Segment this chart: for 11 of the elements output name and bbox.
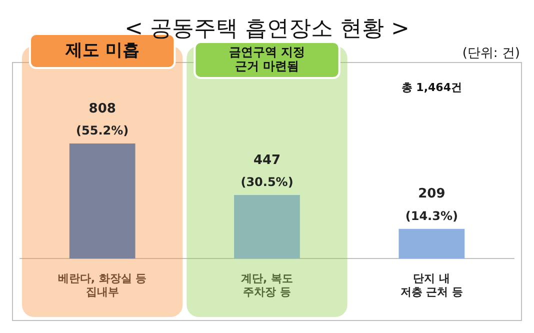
text: 총 1,464건 xyxy=(401,80,462,94)
text: (단위: 건) xyxy=(462,46,520,61)
band-label: 금연구역 지정 근거 마련됨 xyxy=(228,45,306,74)
data-label: 209 (14.3%) xyxy=(405,186,458,223)
data-label: 808 (55.2%) xyxy=(76,101,129,138)
x-tick-label: 계단, 복도 주차장 등 xyxy=(240,272,294,298)
data-label: 447 (30.5%) xyxy=(240,152,294,190)
x-tick-label: 베란다, 화장실 등 집내부 xyxy=(58,272,147,298)
chart-title: < 공동주택 흡연장소 현황 > xyxy=(124,16,410,42)
x-tick-label: 단지 내 저층 근처 등 xyxy=(400,272,464,298)
band-label: 제도 미흡 xyxy=(64,40,140,60)
